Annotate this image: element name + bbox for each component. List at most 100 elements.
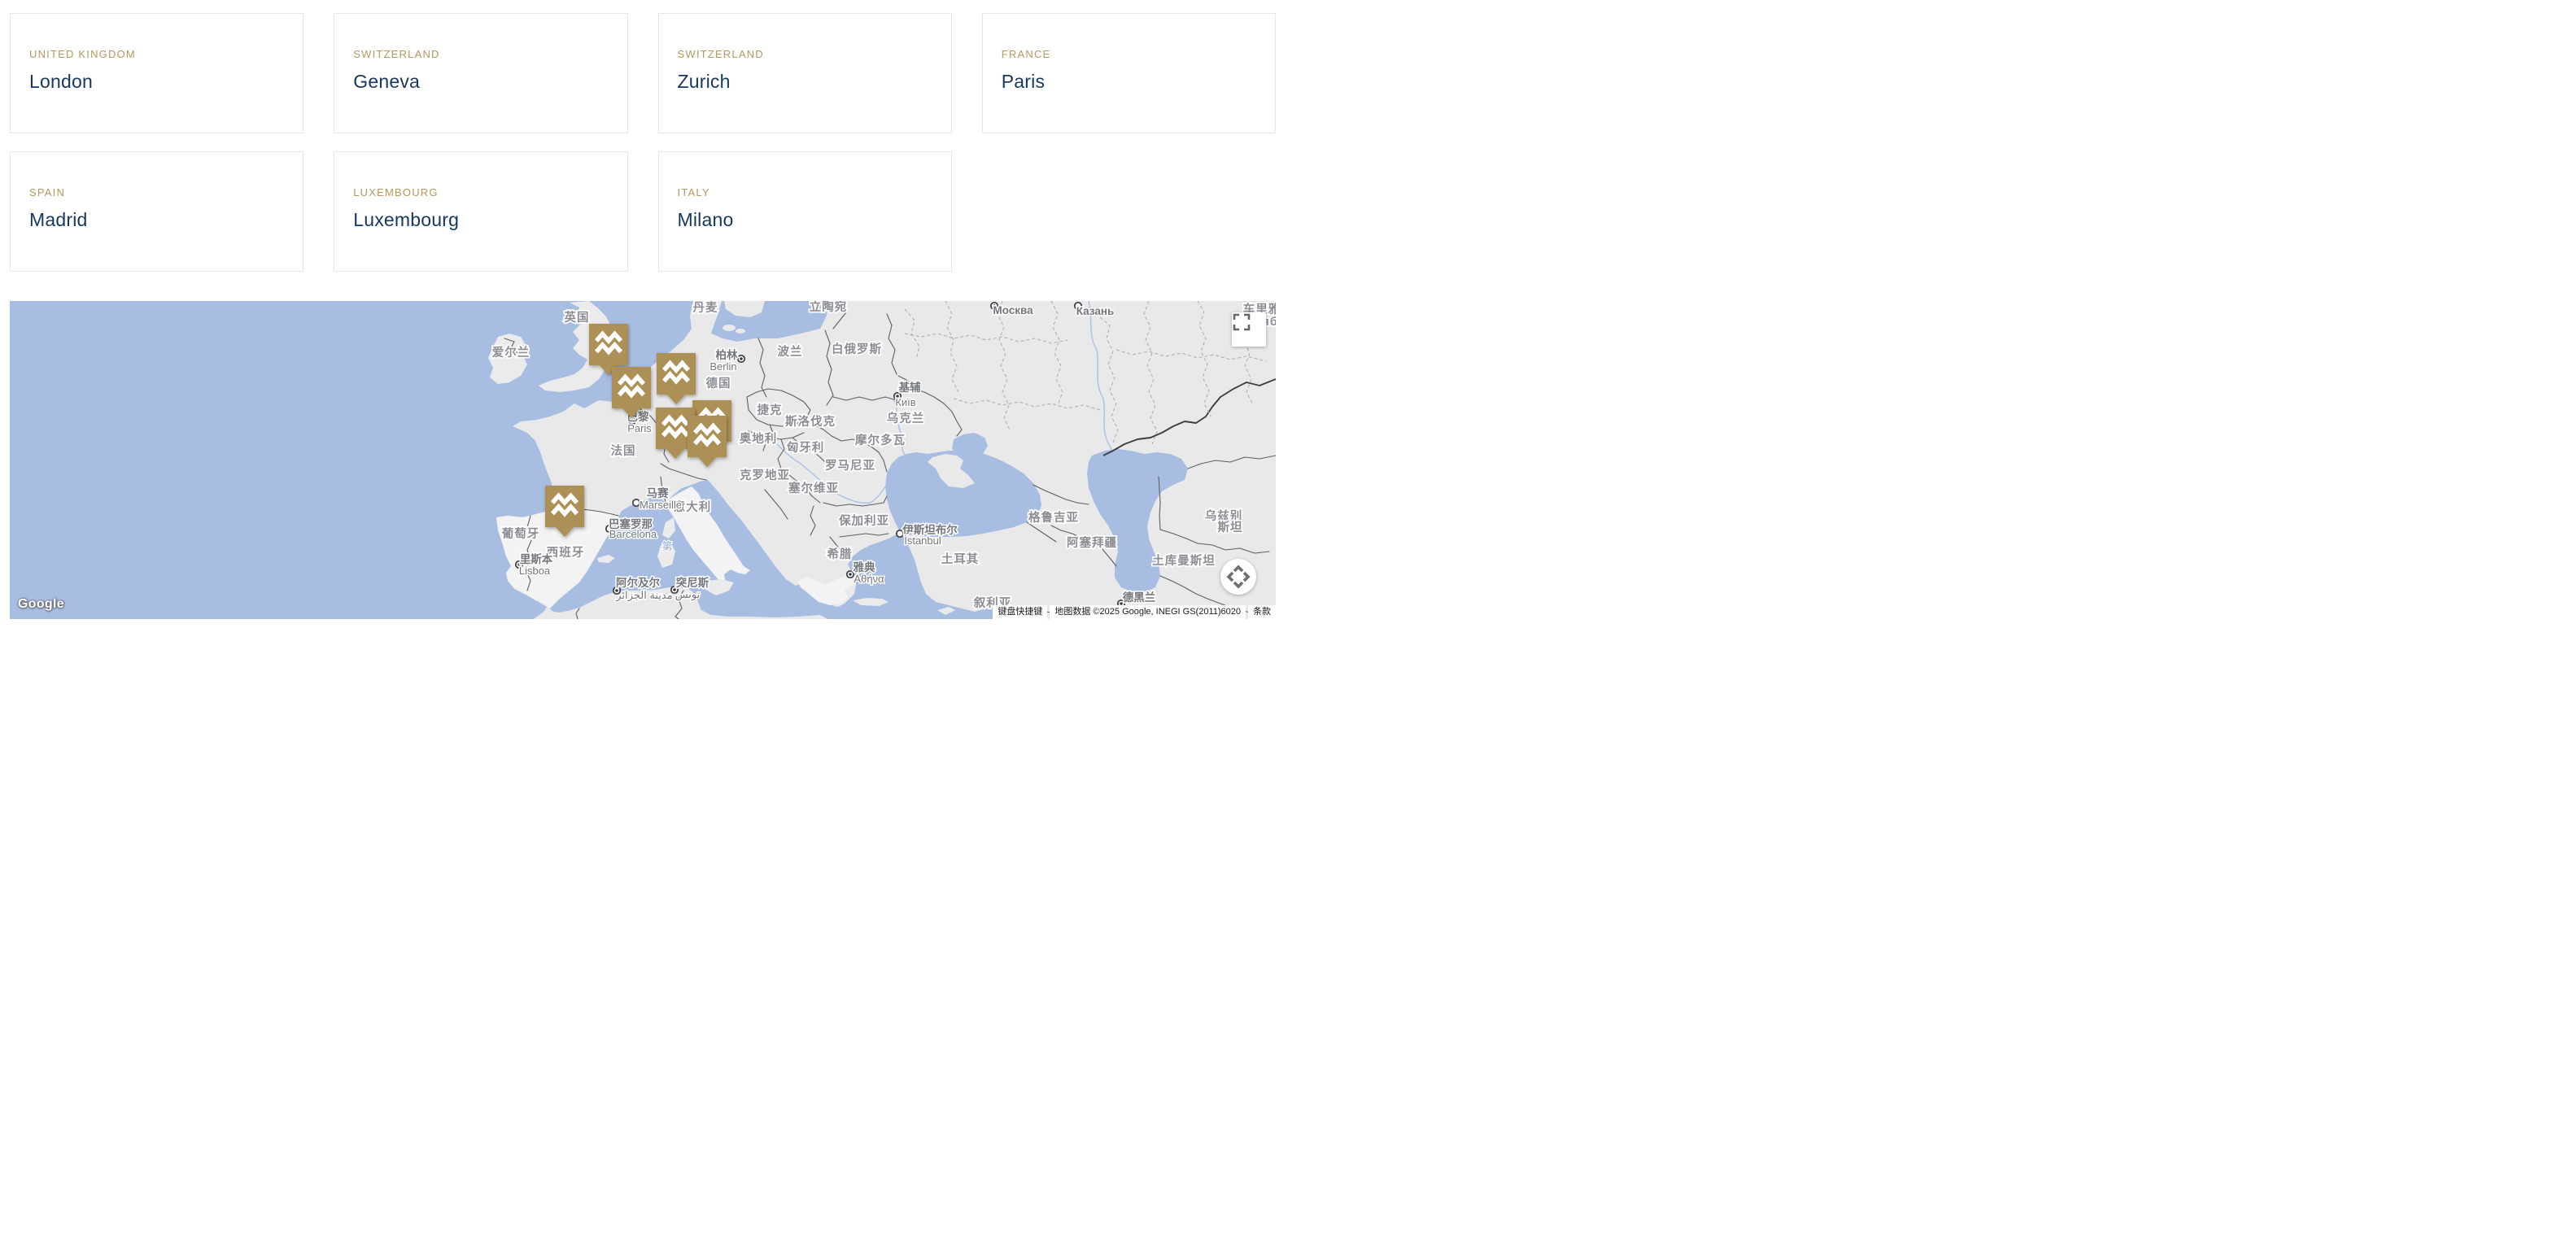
location-cards-grid: UNITED KINGDOM London SWITZERLAND Geneva… — [10, 13, 1276, 272]
map-label: 意大利 — [674, 499, 712, 514]
location-card-madrid[interactable]: SPAIN Madrid — [10, 151, 304, 272]
location-card-milano[interactable]: ITALY Milano — [657, 151, 952, 272]
city-dot — [605, 524, 614, 534]
sweden-south — [724, 301, 765, 317]
card-country-label: LUXEMBOURG — [353, 186, 439, 198]
card-country-label: UNITED KINGDOM — [29, 48, 136, 60]
peloponnese — [797, 571, 856, 605]
map-marker-luxembourg[interactable] — [657, 353, 696, 404]
pan-control-button[interactable] — [1220, 559, 1256, 595]
map-label: 英国 — [565, 310, 590, 325]
card-country-label: ITALY — [677, 186, 710, 198]
black-sea — [885, 451, 1041, 537]
volga-river — [1088, 301, 1114, 455]
map-label: Москва — [993, 304, 1033, 316]
capital-city-dot-center — [615, 589, 618, 592]
map-label: 摩尔多瓦 — [855, 433, 906, 447]
map-label: 德黑兰 — [1123, 591, 1156, 604]
cyprus — [937, 607, 955, 615]
map-label: تونس — [675, 588, 701, 601]
location-card-geneva[interactable]: SWITZERLAND Geneva — [334, 13, 628, 133]
map-label: İstanbul — [904, 534, 941, 547]
capital-city-dot-center — [673, 588, 676, 591]
card-city-label: London — [29, 71, 93, 92]
capital-city-dot-center — [993, 304, 996, 307]
sicily — [705, 579, 734, 595]
card-city-label: Milano — [677, 209, 734, 230]
location-card-paris[interactable]: FRANCE Paris — [981, 13, 1276, 133]
map-label: 白俄罗斯 — [832, 342, 882, 356]
sea-of-azov — [952, 433, 988, 457]
map-label: Berlin — [709, 360, 736, 373]
border-northern-ireland — [504, 338, 518, 354]
capital-city-dot-center — [631, 419, 634, 422]
card-city-label: Geneva — [353, 71, 421, 92]
map-label: 罗马尼亚 — [825, 459, 875, 473]
terms-link[interactable]: 条款 — [1248, 605, 1276, 619]
danish-island — [736, 329, 745, 334]
map-data-attribution: 地图数据 ©2025 Google, INEGI GS(2011)6020 — [1050, 605, 1246, 619]
crete — [853, 598, 889, 606]
map-label: 伊斯坦布尔 — [902, 523, 958, 536]
empty-grid-cell — [981, 151, 1276, 272]
map-label: 雅典 — [854, 560, 876, 573]
office-markers — [545, 324, 731, 537]
map-label: 第 — [661, 540, 672, 552]
city-dots — [514, 301, 1126, 608]
capital-city-dot-center — [740, 357, 743, 360]
map-label: 斯洛伐克 — [785, 414, 836, 429]
map-label: 巴塞罗那 — [609, 517, 653, 530]
google-map[interactable]: 爱尔兰 英国 丹麦 德国 波兰 立陶宛 白俄罗斯 乌克兰 捷克 斯洛伐克 奥地利 匈牙利 摩尔多瓦 罗马尼… — [10, 301, 1276, 619]
card-city-label: Madrid — [29, 209, 88, 230]
italy-peninsula — [666, 486, 750, 582]
map-label: 塞尔维亚 — [788, 481, 839, 495]
map-label: 阿塞拜疆 — [1067, 535, 1117, 550]
map-label: 克罗地亚 — [740, 468, 790, 482]
card-country-label: SWITZERLAND — [353, 48, 440, 60]
caspian-sea — [1087, 449, 1188, 592]
capital-city-dot-center — [1120, 602, 1123, 605]
map-label: 奥地利 — [740, 431, 778, 446]
balearic-islands — [597, 555, 615, 563]
keyboard-shortcuts-link[interactable]: 键盘快捷键 — [993, 605, 1048, 619]
map-label: Київ — [895, 396, 915, 408]
location-card-luxembourg[interactable]: LUXEMBOURG Luxembourg — [334, 151, 628, 272]
map-label: 马赛 — [647, 486, 670, 499]
google-logo[interactable]: Google — [18, 597, 64, 611]
location-card-zurich[interactable]: SWITZERLAND Zurich — [657, 13, 952, 133]
map-label: 突尼斯 — [676, 576, 709, 589]
map-marker-milano[interactable] — [688, 416, 727, 467]
map-label: 德国 — [706, 376, 731, 390]
card-country-label: SPAIN — [29, 186, 66, 198]
map-label: 匈牙利 — [787, 440, 825, 455]
card-city-label: Zurich — [677, 71, 731, 92]
map-label: Paris — [627, 422, 652, 434]
city-dot — [1073, 301, 1083, 311]
map-label: 丹麦 — [693, 301, 718, 315]
map-marker-london[interactable] — [589, 324, 628, 375]
card-country-label: SWITZERLAND — [677, 48, 764, 60]
map-label: Lisboa — [519, 565, 551, 577]
card-country-label: FRANCE — [1001, 48, 1051, 60]
map-label: 立陶宛 — [810, 301, 848, 314]
map-label: 土耳其 — [941, 552, 980, 566]
location-card-london[interactable]: UNITED KINGDOM London — [10, 13, 304, 133]
map-label: 乌兹别 — [1205, 508, 1243, 523]
crimea — [928, 454, 975, 488]
dnieper-river — [893, 398, 906, 455]
map-marker-madrid[interactable] — [545, 486, 584, 537]
map-label: 里斯本 — [520, 552, 553, 565]
iberia — [496, 501, 618, 608]
map-marker-geneva[interactable] — [656, 408, 695, 459]
sardinia — [657, 542, 675, 568]
map-label: 爱尔兰 — [492, 345, 530, 360]
map-label: 基辅 — [899, 381, 922, 394]
ireland — [488, 334, 527, 384]
pan-arrows-icon — [1226, 565, 1251, 589]
map-label: مدينة الجزائر — [615, 589, 672, 602]
card-city-label: Paris — [1001, 71, 1046, 92]
fullscreen-button[interactable] — [1232, 312, 1266, 347]
capital-city-dot-center — [517, 563, 521, 566]
map-marker-paris[interactable] — [612, 367, 651, 418]
map-label: 捷克 — [758, 403, 783, 417]
